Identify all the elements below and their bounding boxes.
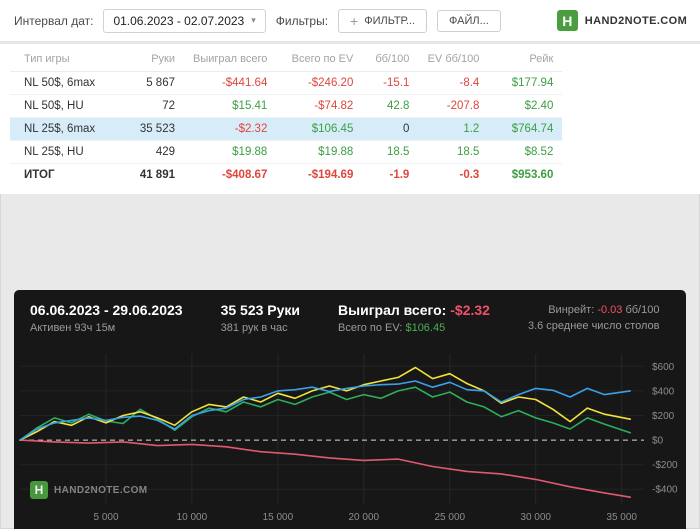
date-range-dropdown[interactable]: 01.06.2023 - 02.07.2023 ▾ — [103, 8, 266, 33]
column-header[interactable]: Рейк — [488, 46, 563, 72]
file-button-label: ФАЙЛ... — [449, 14, 489, 27]
hand2note-logo-icon: H — [556, 10, 578, 31]
hand2note-brand-text: HAND2NOTE.COM — [584, 14, 688, 27]
cell: 42.8 — [362, 94, 419, 118]
cell: 41 891 — [128, 163, 184, 186]
cell: $19.88 — [184, 140, 277, 164]
cell: -$441.64 — [184, 71, 277, 95]
table-row[interactable]: NL 25$, 6max 35 523 -$2.32 $106.45 0 1.2 $764.… — [10, 117, 563, 141]
file-button[interactable]: ФАЙЛ... — [437, 9, 501, 32]
stats-table: Тип игры Руки Выиграл всего Всего по EV бб/1… — [10, 46, 563, 186]
svg-text:-$400: -$400 — [652, 485, 678, 496]
won-total-label: Выиграл всего: — [338, 302, 447, 318]
table-row[interactable]: NL 50$, HU 72 $15.41 -$74.82 42.8 -207.8 $2.40 — [10, 94, 563, 118]
session-date-range: 06.06.2023 - 29.06.2023 — [30, 302, 183, 318]
cell: -$74.82 — [276, 94, 363, 118]
session-panel-header: 06.06.2023 - 29.06.2023 Активен 93ч 15м … — [14, 290, 686, 348]
svg-text:30 000: 30 000 — [520, 512, 551, 523]
watermark-logo: H HAND2NOTE.COM — [30, 481, 148, 499]
cell: 429 — [128, 140, 184, 164]
cell: -207.8 — [418, 94, 489, 118]
column-header[interactable]: Всего по EV — [276, 46, 363, 72]
table-row[interactable]: NL 25$, HU 429 $19.88 $19.88 18.5 18.5 $8.52 — [10, 140, 563, 164]
cell: -8.4 — [418, 71, 489, 95]
cell: -$194.69 — [276, 163, 363, 186]
stats-table-body: NL 50$, 6max 5 867 -$441.64 -$246.20 -15.1 -8… — [10, 71, 563, 186]
cell: 18.5 — [418, 140, 489, 164]
session-active-time: Активен 93ч 15м — [30, 322, 116, 334]
cell: $8.52 — [488, 140, 563, 164]
stats-table-head-row: Тип игры Руки Выиграл всего Всего по EV бб/1… — [10, 46, 563, 72]
cell: 5 867 — [128, 71, 184, 95]
column-header[interactable]: Руки — [128, 46, 184, 72]
add-filter-button[interactable]: + ФИЛЬТР... — [338, 8, 427, 33]
column-header[interactable]: бб/100 — [362, 46, 419, 72]
column-header[interactable]: EV бб/100 — [418, 46, 489, 72]
won-total-value: -$2.32 — [450, 302, 490, 318]
cell: -1.9 — [362, 163, 419, 186]
winrate-value: -0.03 — [597, 304, 623, 316]
svg-text:5 000: 5 000 — [93, 512, 118, 523]
hand2note-logo: H HAND2NOTE.COM — [556, 10, 688, 31]
cell: -0.3 — [418, 163, 489, 186]
table-row[interactable]: ИТОГ 41 891 -$408.67 -$194.69 -1.9 -0.3 $953.6… — [10, 163, 563, 186]
svg-text:-$200: -$200 — [652, 460, 678, 471]
avg-tables: 3.6 среднее число столов — [527, 320, 660, 332]
cell: NL 25$, HU — [10, 140, 128, 164]
cell: $953.60 — [488, 163, 563, 186]
table-row[interactable]: NL 50$, 6max 5 867 -$441.64 -$246.20 -15.1 -8… — [10, 71, 563, 95]
cell: $177.94 — [488, 71, 563, 95]
svg-text:$400: $400 — [652, 386, 675, 397]
plus-icon: + — [350, 12, 359, 29]
toolbar: Интервал дат: 01.06.2023 - 02.07.2023 ▾ … — [0, 0, 700, 44]
filters-label: Фильтры: — [275, 13, 329, 28]
cell: -15.1 — [362, 71, 419, 95]
session-hands: 35 523 Руки — [220, 302, 301, 318]
hand2note-watermark-icon: H — [30, 481, 48, 499]
cell: 72 — [128, 94, 184, 118]
cell: 35 523 — [128, 117, 184, 141]
svg-text:35 000: 35 000 — [606, 512, 637, 523]
cell: $764.74 — [488, 117, 563, 141]
column-header[interactable]: Выиграл всего — [184, 46, 277, 72]
winrate-label: Винрейт: — [548, 304, 595, 316]
cell: 18.5 — [362, 140, 419, 164]
cell: -$246.20 — [276, 71, 363, 95]
svg-text:$0: $0 — [652, 436, 664, 447]
cell: 0 — [362, 117, 419, 141]
cell: NL 50$, 6max — [10, 71, 128, 95]
svg-text:10 000: 10 000 — [177, 512, 208, 523]
cell: $2.40 — [488, 94, 563, 118]
cell: -$408.67 — [184, 163, 277, 186]
winrate-unit: бб/100 — [625, 304, 660, 316]
stats-table-section: Тип игры Руки Выиграл всего Всего по EV бб/1… — [0, 44, 700, 194]
ev-total-value: $106.45 — [405, 322, 446, 334]
svg-text:$600: $600 — [652, 362, 675, 373]
date-range-value: 01.06.2023 - 02.07.2023 — [113, 13, 245, 28]
add-filter-button-label: ФИЛЬТР... — [364, 14, 415, 27]
column-header[interactable]: Тип игры — [10, 46, 128, 72]
cell: NL 50$, HU — [10, 94, 128, 118]
cell: ИТОГ — [10, 163, 128, 186]
cell: -$2.32 — [184, 117, 277, 141]
svg-text:$200: $200 — [652, 411, 675, 422]
cell: 1.2 — [418, 117, 489, 141]
chevron-down-icon: ▾ — [251, 15, 256, 25]
svg-text:25 000: 25 000 — [435, 512, 466, 523]
date-interval-label: Интервал дат: — [14, 13, 94, 28]
stats-table-head: Тип игры Руки Выиграл всего Всего по EV бб/1… — [10, 46, 563, 72]
cell: NL 25$, 6max — [10, 117, 128, 141]
cell: $19.88 — [276, 140, 363, 164]
watermark-brand-text: HAND2NOTE.COM — [54, 484, 148, 496]
cell: $106.45 — [276, 117, 363, 141]
svg-text:20 000: 20 000 — [349, 512, 380, 523]
ev-total-label: Всего по EV: — [338, 322, 403, 334]
svg-text:15 000: 15 000 — [263, 512, 294, 523]
chart-area: $600 $400 $200 $0 -$200 -$400 5 000 10 000 15 00… — [14, 348, 686, 529]
cell: $15.41 — [184, 94, 277, 118]
results-chart: $600 $400 $200 $0 -$200 -$400 5 000 10 000 15 00… — [19, 354, 678, 523]
session-hands-per-hour: 381 рук в час — [220, 322, 288, 334]
session-panel: 06.06.2023 - 29.06.2023 Активен 93ч 15м … — [14, 290, 686, 529]
